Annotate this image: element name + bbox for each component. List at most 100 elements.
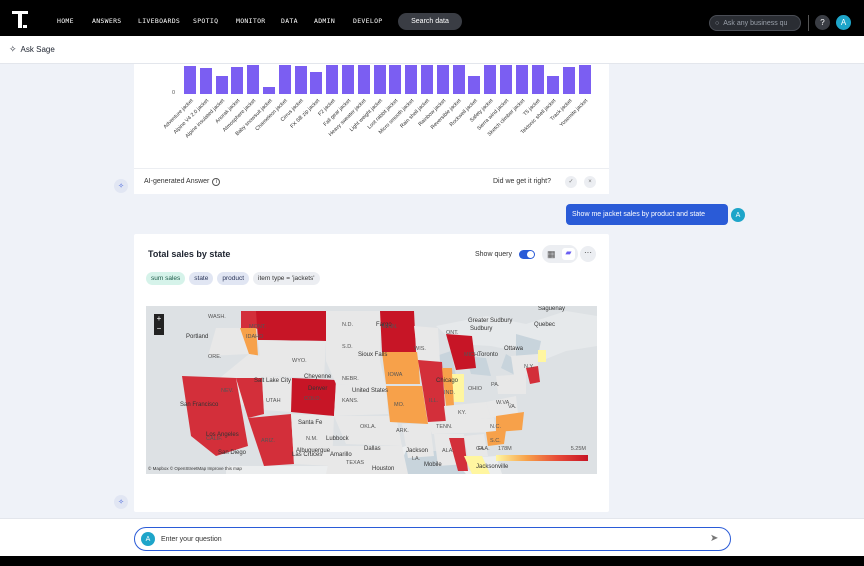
bar[interactable] bbox=[389, 64, 402, 94]
answer-card-map: Total sales by state Show query ▦ ▰ ··· … bbox=[134, 234, 609, 540]
nav-develop[interactable]: DEVELOP bbox=[353, 17, 383, 25]
map-place-label: Quebec bbox=[534, 322, 556, 328]
y-axis-zero-label: 0 bbox=[172, 90, 176, 96]
bar-chart bbox=[182, 64, 622, 94]
chip-attribute[interactable]: state bbox=[189, 272, 214, 285]
map-place-label: Lubbock bbox=[326, 436, 349, 442]
map-place-label: ARIZ. bbox=[261, 438, 276, 444]
bar[interactable] bbox=[199, 67, 212, 94]
nav-liveboards[interactable]: LIVEBOARDS bbox=[138, 17, 181, 25]
bar[interactable] bbox=[452, 64, 465, 94]
map-place-label: Denver bbox=[308, 386, 328, 392]
bar[interactable] bbox=[547, 76, 560, 94]
map-place-label: TEXAS bbox=[346, 460, 365, 466]
map-place-label: N.M. bbox=[306, 436, 318, 442]
bar[interactable] bbox=[294, 65, 307, 94]
help-button[interactable]: ? bbox=[815, 15, 830, 30]
search-data-button[interactable]: Search data bbox=[398, 13, 462, 30]
map-place-label: W.VA. bbox=[496, 400, 511, 406]
ask-business-question-input[interactable]: ○ Ask any business qu bbox=[709, 15, 801, 31]
nav-home[interactable]: HOME bbox=[57, 17, 74, 25]
map-place-label: PA. bbox=[491, 382, 500, 388]
map-place-label: MO. bbox=[394, 402, 405, 408]
map-icon[interactable]: ▰ bbox=[562, 248, 575, 260]
map-place-label: Amarillo bbox=[330, 452, 352, 458]
map-place-label: IOWA bbox=[388, 372, 403, 378]
bar[interactable] bbox=[563, 67, 576, 94]
bar[interactable] bbox=[421, 64, 433, 94]
top-navigation: HOME ANSWERS LIVEBOARDS SPOTIQ MONITOR D… bbox=[0, 7, 864, 36]
bar[interactable] bbox=[500, 64, 512, 94]
bar[interactable] bbox=[436, 64, 449, 94]
bar[interactable] bbox=[263, 87, 275, 94]
map-place-label: United States bbox=[352, 388, 389, 394]
map-place-label: MINN. bbox=[382, 324, 398, 330]
bar[interactable] bbox=[184, 66, 196, 94]
close-icon[interactable]: × bbox=[584, 175, 596, 188]
chip-measure[interactable]: sum sales bbox=[146, 272, 186, 285]
map-place-label: Jackson bbox=[406, 448, 429, 454]
bar[interactable] bbox=[357, 64, 370, 94]
map-place-label: Fargo bbox=[376, 322, 392, 328]
sage-sparkle-icon: ✧ bbox=[9, 44, 17, 54]
map-place-label: N.D. bbox=[342, 322, 353, 328]
map-place-label: Toronto bbox=[478, 352, 499, 358]
map-place-label: Los Angeles bbox=[206, 432, 239, 438]
bar[interactable] bbox=[468, 76, 481, 94]
map-place-label: OHIO bbox=[468, 386, 483, 392]
legend-min: 178M bbox=[498, 446, 512, 452]
nav-admin[interactable]: ADMIN bbox=[314, 17, 336, 25]
map-place-label: ORE. bbox=[208, 354, 222, 360]
question-input[interactable]: Enter your question bbox=[134, 527, 731, 551]
map-place-label: FLA. bbox=[478, 446, 490, 452]
bar[interactable] bbox=[373, 64, 386, 94]
bar[interactable] bbox=[342, 64, 354, 94]
bar[interactable] bbox=[310, 72, 323, 94]
thumbs-up-icon[interactable]: ✓ bbox=[565, 175, 577, 188]
nav-monitor[interactable]: MONITOR bbox=[236, 17, 266, 25]
feedback-prompt: Did we get it right? bbox=[493, 178, 551, 185]
us-sales-map[interactable]: + − WASH. Portland ORE. IDAHO MONT. WYO. NEV. U… bbox=[146, 306, 597, 474]
map-place-label: Salt Lake City bbox=[254, 378, 292, 384]
bar[interactable] bbox=[405, 64, 418, 94]
bar[interactable] bbox=[579, 64, 591, 94]
map-place-label: S.C. bbox=[490, 438, 501, 444]
bar[interactable] bbox=[278, 64, 291, 94]
bar[interactable] bbox=[247, 64, 260, 94]
x-axis-tick-label: FX SB zip jacket bbox=[288, 98, 321, 130]
bar[interactable] bbox=[515, 64, 528, 94]
chip-filter[interactable]: item type = 'jackets' bbox=[253, 272, 320, 285]
bar[interactable] bbox=[326, 64, 339, 94]
info-icon[interactable]: i bbox=[212, 177, 221, 186]
map-place-label: MONT. bbox=[249, 324, 267, 330]
bar[interactable] bbox=[215, 76, 228, 94]
map-place-label: COLO. bbox=[304, 396, 322, 402]
show-query-toggle[interactable] bbox=[519, 250, 535, 259]
map-place-label: Houston bbox=[372, 466, 395, 472]
map-place-label: Sudbury bbox=[470, 326, 493, 332]
map-place-label: Dallas bbox=[364, 446, 381, 452]
table-icon[interactable]: ▦ bbox=[547, 249, 556, 259]
map-place-label: Chicago bbox=[436, 378, 459, 384]
visualization-switch: ▦ ▰ bbox=[542, 245, 578, 263]
legend-max: 5.25M bbox=[570, 446, 586, 452]
nav-divider bbox=[808, 15, 809, 31]
bar[interactable] bbox=[231, 67, 244, 94]
send-icon[interactable]: ➤ bbox=[710, 533, 719, 544]
thoughtspot-logo[interactable] bbox=[12, 11, 28, 31]
map-place-label: CALIF. bbox=[206, 436, 223, 442]
nav-spotiq[interactable]: SPOTIQ bbox=[193, 17, 219, 25]
zoom-in-button[interactable]: + bbox=[156, 314, 162, 323]
bar[interactable] bbox=[484, 64, 497, 94]
chip-attribute[interactable]: product bbox=[217, 272, 250, 285]
nav-answers[interactable]: ANSWERS bbox=[92, 17, 122, 25]
more-options-icon[interactable]: ··· bbox=[580, 246, 596, 262]
zoom-out-button[interactable]: − bbox=[156, 324, 162, 333]
map-place-label: Santa Fe bbox=[298, 420, 323, 426]
map-attribution[interactable]: © Mapbox © OpenStreetMap Improve this ma… bbox=[148, 466, 242, 471]
nav-data[interactable]: DATA bbox=[281, 17, 298, 25]
bar[interactable] bbox=[531, 64, 544, 94]
user-avatar[interactable]: A bbox=[836, 15, 851, 30]
